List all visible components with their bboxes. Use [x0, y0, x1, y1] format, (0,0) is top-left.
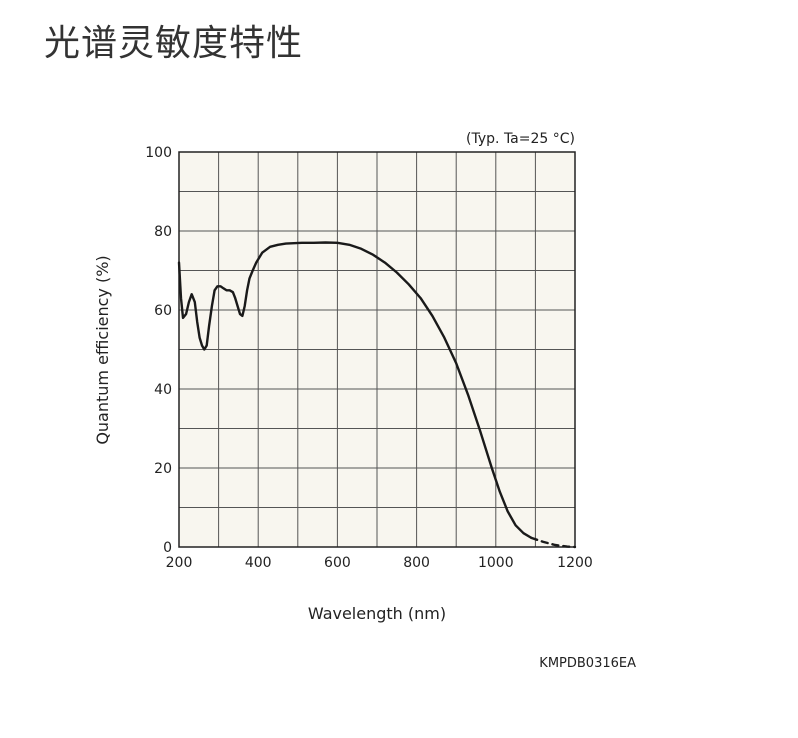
y-tick-label: 80	[154, 224, 172, 240]
measurement-condition: (Typ. Ta=25 °C)	[466, 131, 575, 147]
x-tick-label: 600	[324, 555, 351, 571]
x-axis-label: Wavelength (nm)	[308, 604, 446, 623]
x-tick-label: 1000	[478, 555, 514, 571]
y-tick-label: 60	[154, 303, 172, 319]
y-tick-label: 40	[154, 382, 172, 398]
x-tick-label: 1200	[557, 555, 593, 571]
page-title: 光谱灵敏度特性	[44, 23, 304, 64]
x-tick-label: 400	[245, 555, 272, 571]
y-tick-label: 0	[163, 540, 172, 556]
figure-code: KMPDB0316EA	[539, 656, 636, 671]
x-tick-label: 800	[403, 555, 430, 571]
x-tick-label: 200	[166, 555, 193, 571]
y-axis-label: Quantum efficiency (%)	[93, 255, 112, 444]
series-line	[177, 241, 533, 540]
y-tick-label: 20	[154, 461, 172, 477]
y-tick-label: 100	[145, 145, 172, 161]
plot-frame	[178, 151, 576, 548]
series-line-extrapolated	[530, 536, 577, 549]
